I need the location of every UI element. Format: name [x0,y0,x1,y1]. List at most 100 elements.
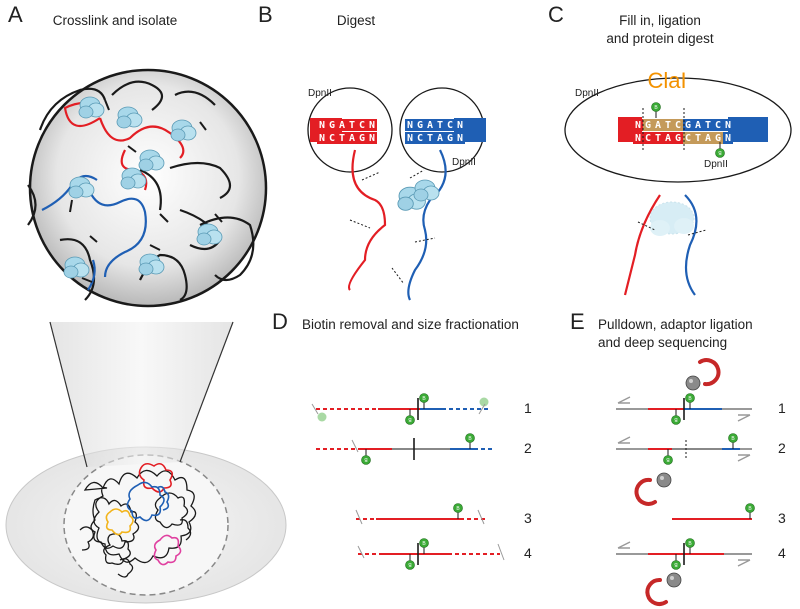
base-box [693,132,703,144]
panel-c-title-line1: Fill in, ligation [619,13,701,28]
d-row-3 [355,503,486,525]
panel-d-letter: D [272,309,288,334]
base-box [455,119,465,131]
base-box [347,132,357,144]
base-box [357,132,367,144]
base-box [445,119,455,131]
panel-e-title-line2: and deep sequencing [598,335,727,350]
clai-label: ClaI [647,68,686,93]
base-box [425,119,435,131]
e-label-3: 3 [778,510,786,526]
base-box [367,132,377,144]
base-letter: G [675,133,681,144]
base-box [693,119,703,131]
base-box [415,132,425,144]
base-letter: T [437,120,443,131]
panel-a: A Crosslink and isolate [5,2,287,604]
base-letter: C [645,133,651,144]
base-box [405,119,415,131]
base-box [683,132,693,144]
d-label-4: 4 [524,545,532,561]
base-box [327,119,337,131]
d-label-1: 1 [524,400,532,416]
e-row-3 [672,503,755,520]
base-letter: C [685,133,691,144]
dpnii-label-b-right: DpnII [452,157,476,168]
base-letter: C [417,133,423,144]
base-letter: G [715,133,721,144]
panel-d-title: Biotin removal and size fractionation [302,317,519,332]
e-label-1: 1 [778,400,786,416]
base-box [643,119,653,131]
d-row-2 [316,433,492,465]
e-label-4: 4 [778,545,786,561]
base-box [713,119,723,131]
base-box [435,132,445,144]
base-box [317,119,327,131]
base-letter: A [437,133,443,144]
base-box [415,119,425,131]
base-box [663,132,673,144]
base-letter: G [447,133,453,144]
dpnii-label-c-left: DpnII [575,88,599,99]
base-box [455,132,465,144]
restriction-ticks [69,99,223,283]
base-box [653,132,663,144]
base-letter: N [369,120,375,131]
base-box [703,119,713,131]
chromatin-zoom [27,80,255,301]
base-letter: A [695,120,701,131]
nucleus-outline [63,454,229,596]
base-box [643,132,653,144]
proteins-b [397,179,440,211]
base-box [347,119,357,131]
base-box [445,132,455,144]
base-letter: T [349,120,355,131]
base-letter: N [725,133,731,144]
base-letter: T [665,120,671,131]
base-letter: N [457,133,463,144]
base-letter: N [635,120,641,131]
base-letter: T [705,120,711,131]
chromatin-nucleus [79,462,197,578]
base-letter: T [427,133,433,144]
base-box [633,132,643,144]
base-box [713,132,723,144]
base-box [357,119,367,131]
base-letter: A [655,120,661,131]
base-box [673,119,683,131]
base-letter: N [319,120,325,131]
base-letter: T [655,133,661,144]
base-letter: N [457,120,463,131]
base-letter: C [675,120,681,131]
panel-a-title: Crosslink and isolate [53,13,178,28]
base-box [327,132,337,144]
seq-ligated: N G A T C G A T C NN C T A G C T A G N [633,119,733,144]
base-letter: G [329,120,335,131]
panel-d: D Biotin removal and size fractionation [272,309,532,570]
d-row-4 [357,538,505,570]
base-box [633,119,643,131]
base-box [405,132,415,144]
d-row-1 [311,393,490,425]
base-box [723,119,733,131]
panel-a-letter: A [8,2,23,27]
base-letter: N [407,133,413,144]
d-label-2: 2 [524,440,532,456]
base-letter: G [417,120,423,131]
base-letter: N [635,133,641,144]
base-letter: A [339,120,345,131]
panel-e-letter: E [570,309,585,334]
dpnii-label-c-right: DpnII [704,159,728,170]
base-box [723,132,733,144]
base-letter: A [665,133,671,144]
base-box [435,119,445,131]
base-box [367,119,377,131]
base-box [683,119,693,131]
panel-c: C Fill in, ligation and protein digest C… [548,2,792,296]
base-letter: G [359,133,365,144]
panel-e: E Pulldown, adaptor ligation and deep se… [570,309,786,606]
base-box [425,132,435,144]
panel-b: B Digest N G A T C NN C T A G N N G A T C NN C T A G N DpnII… [258,2,486,301]
